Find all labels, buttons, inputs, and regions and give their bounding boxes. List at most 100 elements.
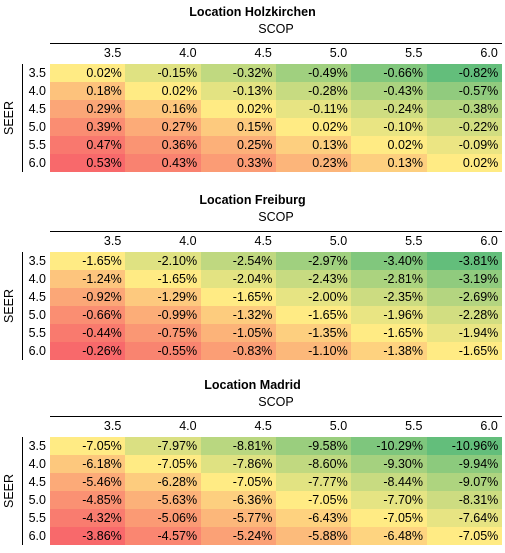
- row-header: 3.5: [28, 439, 46, 453]
- row-header: 5.5: [28, 511, 46, 525]
- row-header: 4.5: [28, 102, 46, 116]
- heatmap-cell: -0.38%: [426, 100, 503, 118]
- heatmap-cell: -7.05%: [351, 509, 427, 527]
- heatmap-cell: -0.26%: [50, 342, 126, 360]
- heatmap-cell: -0.82%: [426, 64, 503, 82]
- heatmap-cell: -7.97%: [125, 437, 202, 455]
- row-header: 3.5: [28, 254, 46, 268]
- heatmap-cell: -2.54%: [200, 252, 277, 270]
- y-axis-label: SEER: [0, 437, 18, 545]
- heatmap-cell: -1.65%: [200, 288, 277, 306]
- row-header: 6.0: [28, 344, 46, 358]
- column-header: 5.5: [405, 234, 423, 248]
- heatmap-cell: -5.77%: [200, 509, 277, 527]
- heatmap-cell: -8.81%: [200, 437, 277, 455]
- heatmap-cell: -1.65%: [125, 270, 202, 288]
- column-header: 5.5: [405, 419, 423, 433]
- heatmap-cell: -1.96%: [351, 306, 427, 324]
- heatmap-cell: -1.65%: [50, 252, 126, 270]
- heatmap-cell: -4.32%: [50, 509, 126, 527]
- heatmap-cell: -2.97%: [275, 252, 352, 270]
- row-header: 5.0: [28, 120, 46, 134]
- column-header: 4.5: [254, 46, 272, 60]
- heatmap-cell: 0.02%: [275, 118, 352, 136]
- column-header: 5.0: [329, 419, 348, 433]
- column-header: 5.0: [329, 234, 348, 248]
- heatmap-cell: -1.10%: [275, 342, 352, 360]
- heatmap-cell: -0.10%: [351, 118, 427, 136]
- heatmap-cell: -2.00%: [275, 288, 352, 306]
- heatmap-cell: -1.24%: [50, 270, 126, 288]
- row-header: 5.5: [28, 138, 46, 152]
- heatmap-cell: -5.63%: [125, 491, 202, 509]
- column-header: 4.5: [254, 234, 272, 248]
- row-header: 6.0: [28, 156, 46, 170]
- heatmap-cell: -4.85%: [50, 491, 126, 509]
- heatmap-cell: -0.22%: [426, 118, 503, 136]
- heatmap-cell: 0.33%: [200, 154, 277, 172]
- heatmap-cell: -2.69%: [426, 288, 503, 306]
- heatmap-cell: -1.65%: [351, 324, 427, 342]
- y-axis-label: SEER: [0, 64, 18, 172]
- heatmap-cell: 0.36%: [125, 136, 202, 154]
- heatmap-cell: -9.94%: [426, 455, 503, 473]
- heatmap-cell: -8.31%: [426, 491, 503, 509]
- heatmap-cell: -7.05%: [50, 437, 126, 455]
- heatmap-cell: -4.57%: [125, 527, 202, 545]
- heatmap-cell: -10.29%: [351, 437, 427, 455]
- heatmap-cell: -2.10%: [125, 252, 202, 270]
- row-header-rule: [22, 437, 23, 545]
- column-header: 4.5: [254, 419, 272, 433]
- row-header-rule: [22, 252, 23, 360]
- heatmap-cell: -0.83%: [200, 342, 277, 360]
- heatmap-cell: -0.24%: [351, 100, 427, 118]
- row-header: 5.5: [28, 326, 46, 340]
- heatmap-cell: 0.18%: [50, 82, 126, 100]
- heatmap-cell: -0.66%: [50, 306, 126, 324]
- heatmap-cell: -1.32%: [200, 306, 277, 324]
- panel-title: Location Madrid: [204, 378, 301, 392]
- heatmap-cell: -0.43%: [351, 82, 427, 100]
- y-axis-label-text: SEER: [2, 100, 16, 136]
- heatmap-cell: -7.05%: [125, 455, 202, 473]
- heatmap-cell: -9.58%: [275, 437, 352, 455]
- heatmap-cell: 0.15%: [200, 118, 277, 136]
- row-header-rule: [22, 64, 23, 172]
- heatmap-cell: -3.81%: [426, 252, 503, 270]
- heatmap-cell: -7.05%: [200, 473, 277, 491]
- heatmap-cell: -5.24%: [200, 527, 277, 545]
- row-header: 3.5: [28, 66, 46, 80]
- heatmap-cell: -0.55%: [125, 342, 202, 360]
- heatmap-cell: -8.44%: [351, 473, 427, 491]
- heatmap-cell: -2.35%: [351, 288, 427, 306]
- heatmap-cell: 0.16%: [125, 100, 202, 118]
- heatmap-cell: -0.28%: [275, 82, 352, 100]
- heatmap-cell: -10.96%: [426, 437, 503, 455]
- y-axis-label: SEER: [0, 252, 18, 360]
- heatmap-cell: -7.70%: [351, 491, 427, 509]
- column-header: 3.5: [103, 419, 122, 433]
- heatmap-cell: -7.05%: [426, 527, 503, 545]
- heatmap-cell: 0.02%: [351, 136, 427, 154]
- heatmap-panel: Location Freiburg SCOP 3.5 4.0 4.5 5.0 5.5 6.0 S…: [0, 193, 505, 368]
- y-axis-label-text: SEER: [2, 288, 16, 324]
- heatmap-cell: -7.05%: [275, 491, 352, 509]
- heatmap-cell: 0.13%: [275, 136, 352, 154]
- column-header: 6.0: [480, 234, 498, 248]
- heatmap-cell: -6.43%: [275, 509, 352, 527]
- heatmap-cell: -8.60%: [275, 455, 352, 473]
- header-rule: [50, 416, 502, 417]
- heatmap-cell: -0.75%: [125, 324, 202, 342]
- x-axis-label: SCOP: [258, 395, 294, 409]
- heatmap-cell: 0.25%: [200, 136, 277, 154]
- column-header: 3.5: [103, 46, 122, 60]
- heatmap-cell: -3.40%: [351, 252, 427, 270]
- column-header: 5.0: [329, 46, 348, 60]
- heatmap-cell: -7.77%: [275, 473, 352, 491]
- row-header: 4.0: [28, 84, 46, 98]
- heatmap-cell: -0.92%: [50, 288, 126, 306]
- heatmap-panel: Location Holzkirchen SCOP 3.5 4.0 4.5 5.0 5.5 6…: [0, 5, 505, 180]
- heatmap-cell: 0.27%: [125, 118, 202, 136]
- heatmap-cell: 0.02%: [125, 82, 202, 100]
- heatmap-cell: -2.04%: [200, 270, 277, 288]
